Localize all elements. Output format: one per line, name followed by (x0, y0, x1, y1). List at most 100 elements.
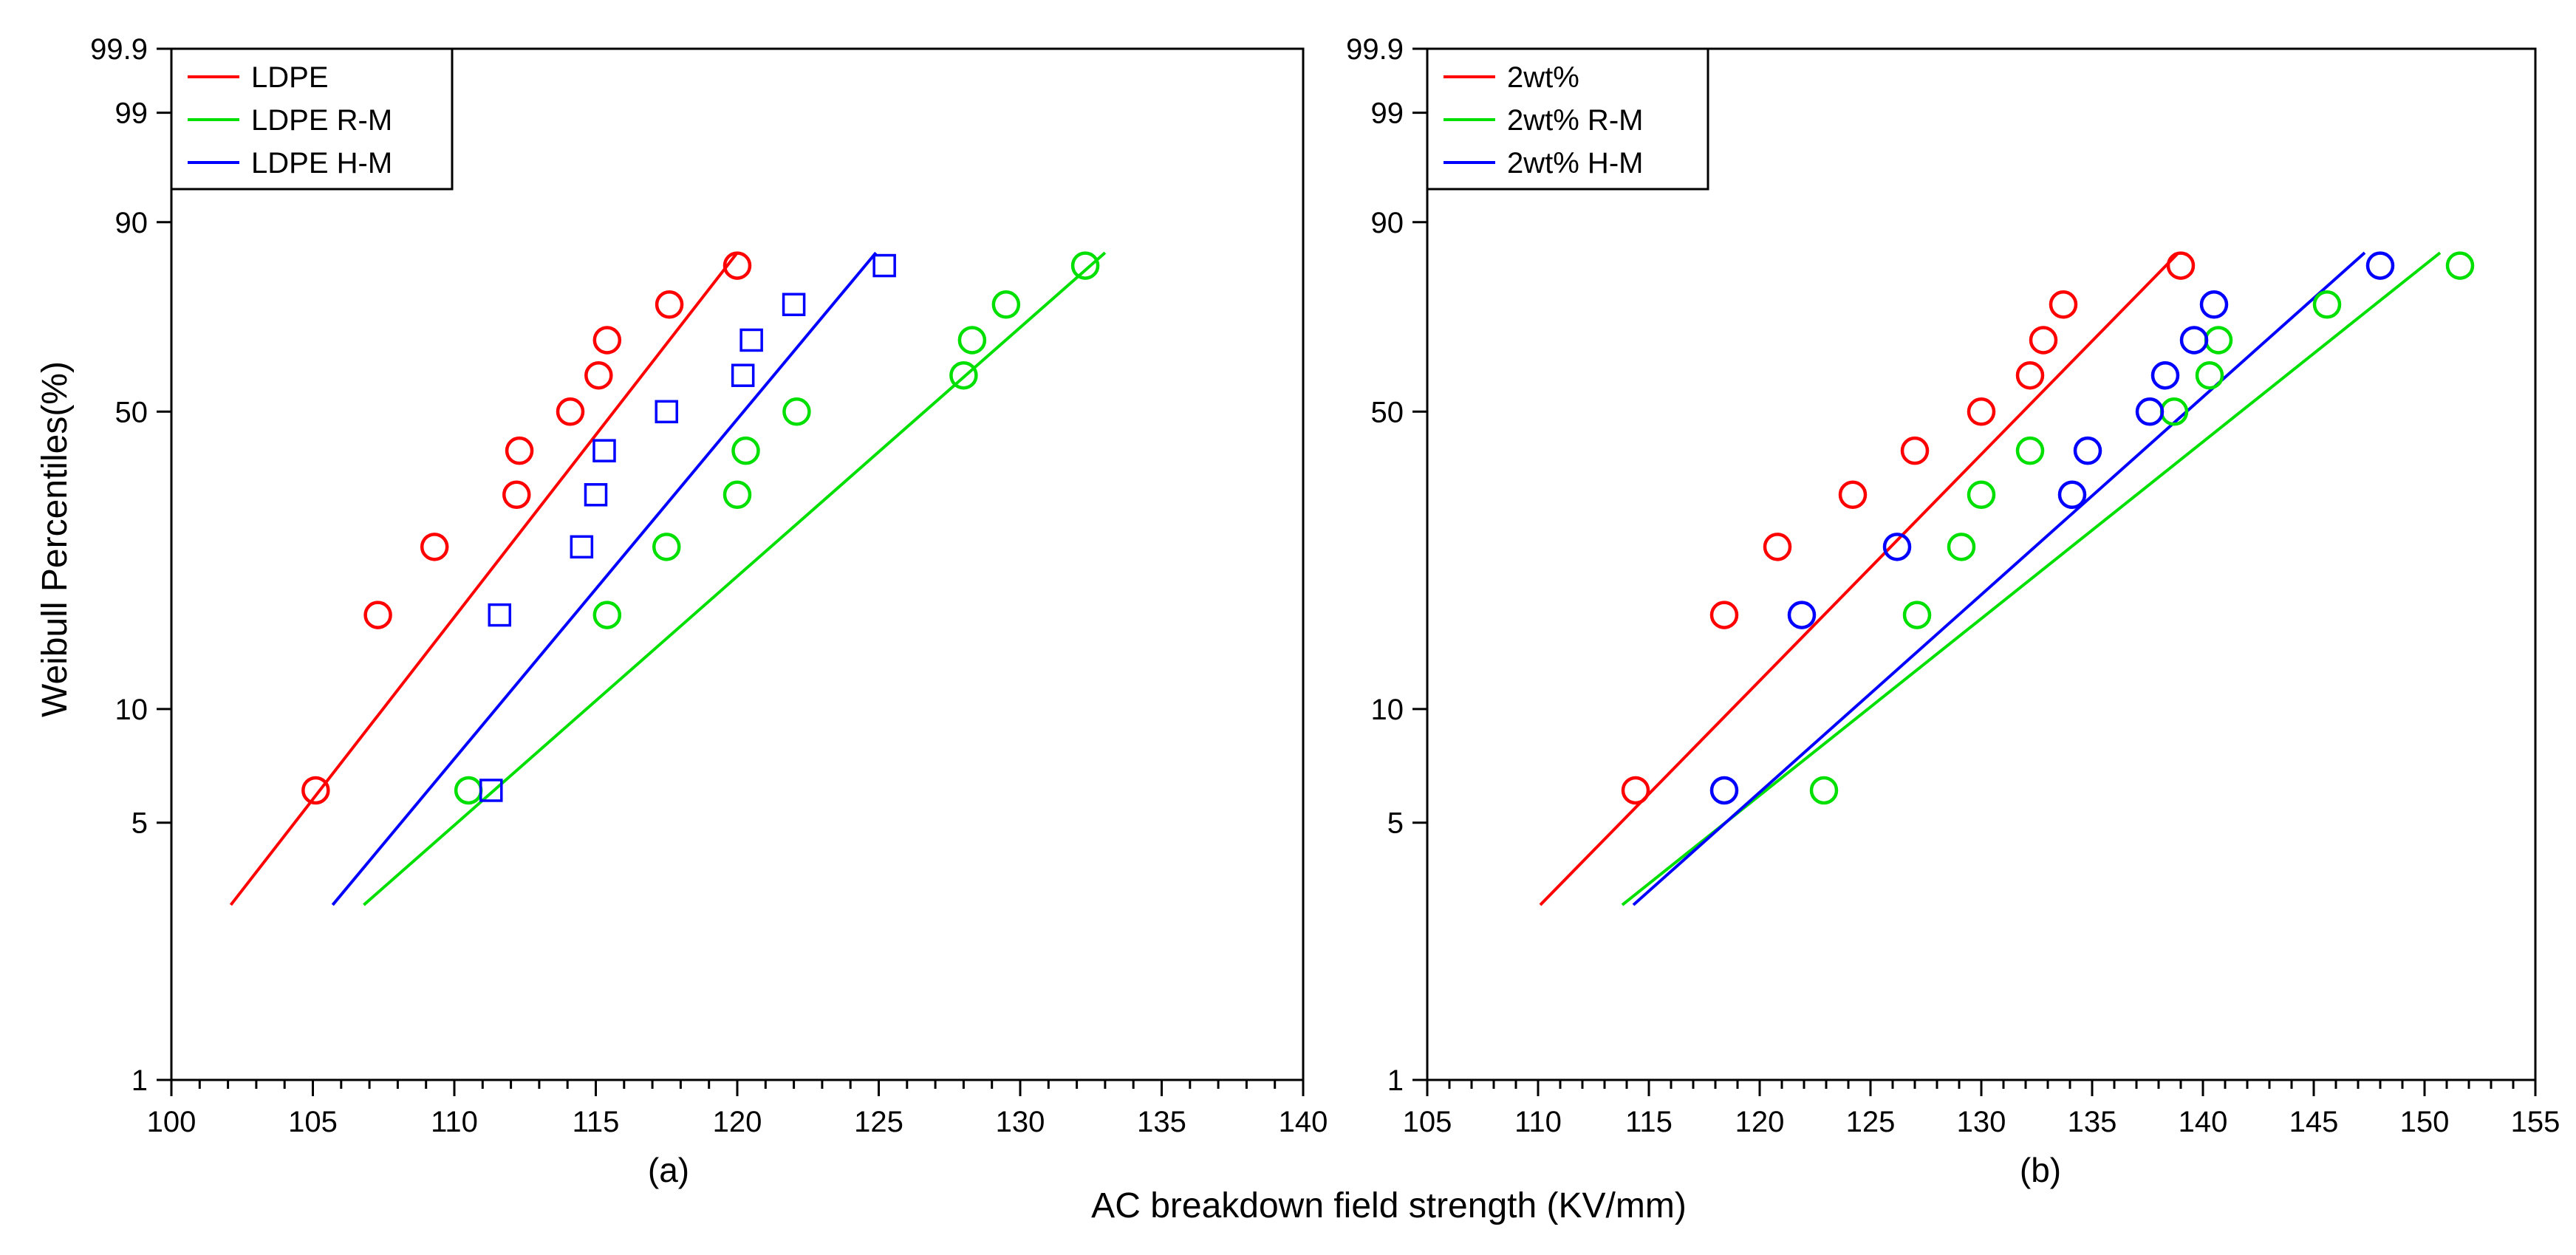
x-tick-label: 110 (1514, 1106, 1562, 1138)
data-point-square (584, 483, 608, 507)
data-point-circle (2204, 326, 2233, 355)
data-point-circle (1882, 533, 1912, 561)
fit-line (229, 251, 739, 906)
data-point-square (488, 603, 512, 627)
x-tick-label: 140 (1279, 1106, 1328, 1138)
x-tick-label: 135 (2068, 1106, 2117, 1138)
y-tick-label: 5 (131, 807, 148, 840)
data-point-circle (991, 290, 1021, 319)
x-tick-label: 105 (288, 1106, 338, 1138)
data-point-circle (2199, 290, 2229, 319)
data-point-circle (722, 251, 752, 280)
data-point-circle (655, 290, 684, 319)
x-tick-label: 115 (573, 1106, 620, 1138)
fit-line (1621, 251, 2442, 906)
data-point-circle (2166, 251, 2196, 280)
data-point-circle (1787, 601, 1817, 629)
fit-line (1539, 251, 2180, 906)
data-point-circle (556, 397, 585, 426)
data-point-circle (1709, 776, 1739, 805)
fit-line (1632, 251, 2366, 906)
data-point-circle (584, 360, 613, 390)
data-point-square (479, 779, 503, 802)
x-tick-label: 130 (1957, 1106, 2006, 1138)
y-tick-label: 1 (131, 1064, 148, 1097)
data-point-square (872, 253, 896, 278)
y-tick-label: 99.9 (90, 33, 148, 66)
plot-frame (1426, 47, 2537, 1081)
data-point-square (570, 535, 594, 559)
x-tick-label: 110 (431, 1106, 478, 1138)
x-axis-title: AC breakdown field strength (KV/mm) (1091, 1186, 1687, 1225)
data-point-circle (2073, 436, 2102, 465)
data-point-circle (1809, 776, 1839, 805)
panel-label: (a) (648, 1151, 689, 1189)
x-tick-label: 120 (1735, 1106, 1785, 1138)
y-tick-label: 90 (115, 207, 148, 239)
data-point-circle (301, 776, 330, 805)
x-tick-label: 115 (1625, 1106, 1673, 1138)
y-tick-label: 90 (1371, 207, 1404, 239)
data-point-circle (652, 533, 681, 561)
y-tick-label: 99.9 (1346, 33, 1404, 66)
data-point-square (655, 400, 678, 424)
data-point-circle (1967, 397, 1996, 426)
x-tick-label: 140 (2179, 1106, 2228, 1138)
y-tick-label: 99 (115, 98, 148, 130)
data-point-circle (1709, 601, 1739, 629)
data-point-circle (420, 533, 449, 561)
data-point-square (739, 328, 763, 352)
fit-line (331, 251, 878, 906)
data-point-circle (454, 776, 483, 805)
data-point-circle (782, 397, 811, 426)
legend: LDPE LDPE R-M LDPE H-M (170, 47, 454, 191)
data-point-circle (949, 360, 978, 390)
y-tick-label: 50 (1371, 396, 1404, 428)
data-point-circle (2195, 360, 2224, 390)
x-tick-label: 155 (2511, 1106, 2560, 1138)
panel-a: 100 105 110 115 120 125 130 135 140 1 5 10 50 90 99 99.… (90, 33, 1328, 1189)
data-point-circle (1621, 776, 1650, 805)
x-tick-label: 105 (1403, 1106, 1452, 1138)
data-point-circle (2312, 290, 2342, 319)
legend: 2wt% 2wt% R-M 2wt% H-M (1426, 47, 1709, 191)
data-point-circle (2049, 290, 2078, 319)
data-point-circle (731, 436, 760, 465)
y-tick-label: 10 (1371, 694, 1404, 726)
data-point-square (782, 293, 806, 317)
data-point-circle (1947, 533, 1976, 561)
data-point-circle (2135, 397, 2165, 426)
data-point-circle (1902, 601, 1932, 629)
y-tick-label: 5 (1387, 807, 1404, 840)
legend-label: 2wt% R-M (1507, 104, 1643, 137)
data-point-square (592, 439, 616, 462)
data-point-circle (1900, 436, 1930, 465)
data-point-circle (592, 601, 622, 629)
data-point-circle (2029, 326, 2058, 355)
panel-b: 105 110 115 120 125 130 135 140 145 150 155 1 5 10 50 9… (1346, 33, 2560, 1189)
data-point-circle (1070, 251, 1100, 280)
data-point-circle (2179, 326, 2209, 355)
x-tick-label: 150 (2400, 1106, 2450, 1138)
y-axis-title: Weibull Percentiles(%) (35, 361, 75, 717)
legend-label: LDPE (251, 61, 329, 94)
data-point-circle (2445, 251, 2475, 280)
fit-line (363, 251, 1107, 906)
legend-label: 2wt% H-M (1507, 147, 1643, 179)
y-tick-label: 1 (1387, 1064, 1404, 1097)
legend-label: LDPE R-M (251, 104, 392, 137)
x-tick-label: 130 (996, 1106, 1045, 1138)
data-point-circle (2159, 397, 2189, 426)
y-tick-label: 99 (1371, 98, 1404, 130)
x-tick-label: 145 (2289, 1106, 2339, 1138)
data-point-circle (505, 436, 534, 465)
data-point-circle (1838, 480, 1868, 510)
data-point-circle (592, 326, 622, 355)
x-tick-label: 125 (854, 1106, 903, 1138)
data-point-circle (2365, 251, 2395, 280)
data-point-square (731, 363, 755, 387)
y-tick-label: 50 (115, 396, 148, 428)
data-point-circle (2015, 436, 2045, 465)
